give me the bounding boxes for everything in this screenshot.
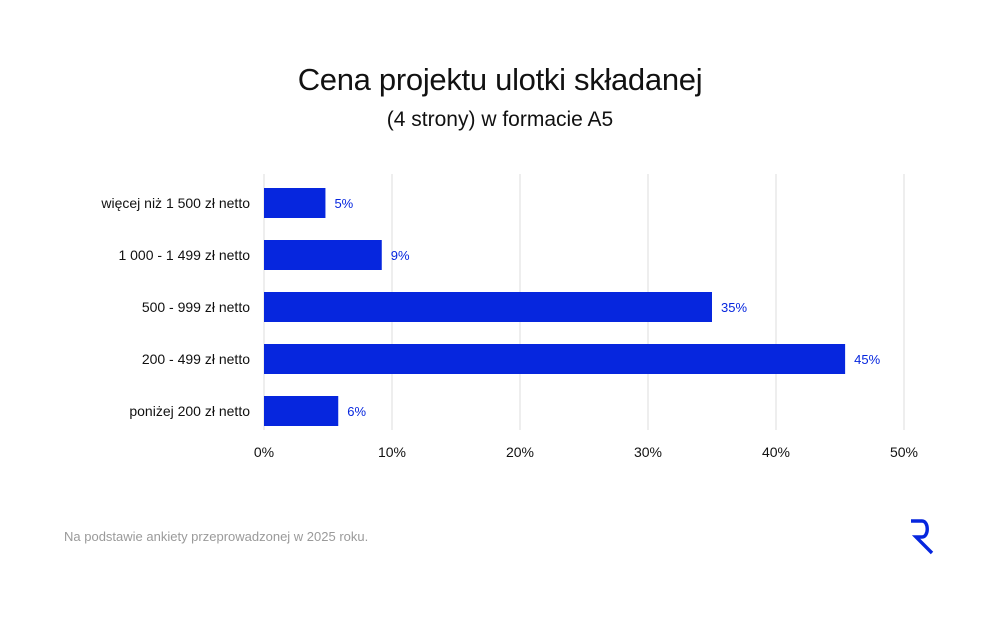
- category-label: 1 000 - 1 499 zł netto: [118, 247, 250, 263]
- bar: [264, 292, 712, 322]
- r-logo-icon: [911, 519, 934, 555]
- category-label: więcej niż 1 500 zł netto: [100, 195, 250, 211]
- bar-value-label: 35%: [721, 300, 747, 315]
- bar: [264, 188, 326, 218]
- category-labels: więcej niż 1 500 zł netto 1 000 - 1 499 z…: [100, 195, 250, 419]
- bar: [264, 344, 846, 374]
- x-tick-label: 30%: [634, 444, 662, 460]
- bar-value-label: 9%: [391, 248, 410, 263]
- bar-value-label: 6%: [347, 404, 366, 419]
- bar: [264, 240, 382, 270]
- x-tick-labels: 0% 10% 20% 30% 40% 50%: [254, 444, 918, 460]
- data-labels: 5% 9% 35% 45% 6%: [334, 196, 880, 419]
- bar-value-label: 5%: [334, 196, 353, 211]
- chart-title: Cena projektu ulotki składanej: [297, 62, 703, 97]
- category-label: 200 - 499 zł netto: [142, 351, 250, 367]
- x-tick-label: 20%: [506, 444, 534, 460]
- source-note: Na podstawie ankiety przeprowadzonej w 2…: [64, 529, 369, 544]
- bar-value-label: 45%: [854, 352, 880, 367]
- x-tick-label: 40%: [762, 444, 790, 460]
- category-label: 500 - 999 zł netto: [142, 299, 250, 315]
- x-tick-label: 50%: [890, 444, 918, 460]
- bars: [264, 188, 846, 426]
- bar: [264, 396, 339, 426]
- chart-subtitle: (4 strony) w formacie A5: [386, 108, 614, 131]
- x-tick-label: 10%: [378, 444, 406, 460]
- category-label: poniżej 200 zł netto: [129, 403, 250, 419]
- x-tick-label: 0%: [254, 444, 274, 460]
